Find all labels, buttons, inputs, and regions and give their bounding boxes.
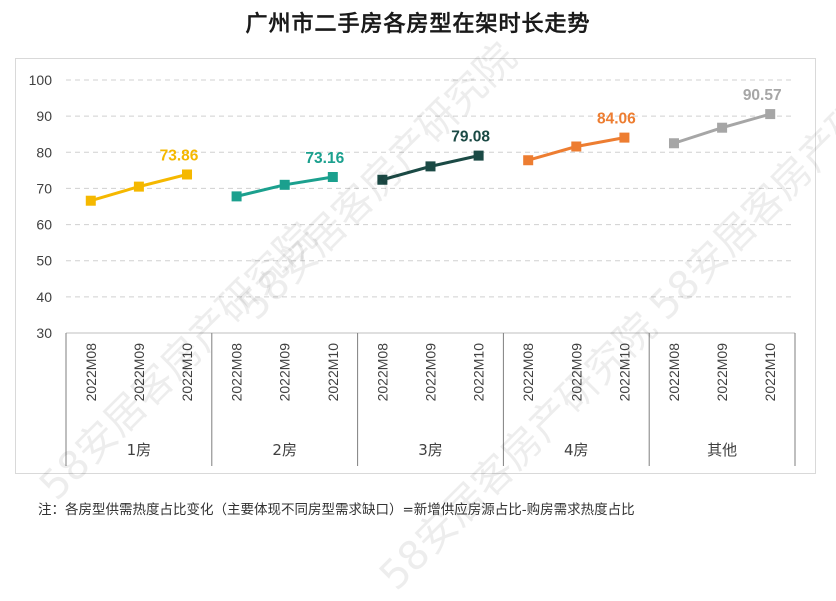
x-tick-label: 2022M10 [471, 343, 487, 402]
y-tick-label: 40 [36, 289, 52, 305]
data-point-marker [765, 109, 776, 120]
x-tick-label: 2022M09 [423, 343, 439, 402]
x-tick-label: 2022M09 [131, 343, 147, 402]
y-tick-label: 50 [36, 253, 52, 269]
x-tick-label: 2022M08 [666, 343, 682, 402]
data-label: 73.16 [305, 150, 344, 167]
chart-title: 广州市二手房各房型在架时长走势 [245, 12, 591, 37]
x-tick-label: 2022M08 [520, 343, 536, 402]
data-point-marker [377, 174, 388, 185]
data-label: 90.57 [743, 87, 782, 104]
group-label: 其他 [707, 441, 737, 459]
data-point-marker [231, 191, 242, 202]
group-label: 2房 [272, 441, 297, 459]
x-tick-label: 2022M08 [229, 343, 245, 402]
y-tick-label: 30 [36, 325, 52, 341]
y-tick-label: 80 [36, 144, 52, 160]
data-point-marker [327, 172, 338, 183]
data-point-marker [619, 132, 630, 143]
x-tick-label: 2022M09 [277, 343, 293, 402]
data-point-marker [133, 181, 144, 192]
x-tick-label: 2022M10 [762, 343, 778, 402]
data-point-marker [717, 122, 728, 133]
data-point-marker [425, 161, 436, 172]
x-tick-label: 2022M10 [179, 343, 195, 402]
y-tick-label: 100 [29, 72, 53, 88]
data-point-marker [182, 169, 193, 180]
x-tick-label: 2022M10 [325, 343, 341, 402]
data-label: 73.86 [160, 147, 199, 164]
y-tick-label: 90 [36, 108, 52, 124]
chart-footnote: 注：各房型供需热度占比变化（主要体现不同房型需求缺口）=新增供应房源占比-购房需… [38, 502, 635, 518]
data-point-marker [473, 150, 484, 161]
data-point-marker [279, 179, 290, 190]
group-label: 1房 [127, 441, 152, 459]
data-label: 84.06 [597, 111, 636, 128]
data-point-marker [523, 155, 534, 166]
x-tick-label: 2022M10 [616, 343, 632, 402]
data-point-marker [668, 138, 679, 149]
data-point-marker [571, 141, 582, 152]
x-tick-label: 2022M09 [714, 343, 730, 402]
x-tick-label: 2022M09 [568, 343, 584, 402]
y-tick-label: 60 [36, 217, 52, 233]
chart-frame [15, 58, 816, 474]
data-point-marker [85, 195, 96, 206]
y-tick-label: 70 [36, 180, 52, 196]
group-label: 4房 [564, 441, 589, 459]
x-tick-label: 2022M08 [374, 343, 390, 402]
group-label: 3房 [418, 441, 443, 459]
x-tick-label: 2022M08 [83, 343, 99, 402]
data-label: 79.08 [451, 129, 490, 146]
chart-canvas: 30 40 50 60 70 80 90 100 73.86 2022M08 2022M09 2022… [29, 72, 796, 466]
